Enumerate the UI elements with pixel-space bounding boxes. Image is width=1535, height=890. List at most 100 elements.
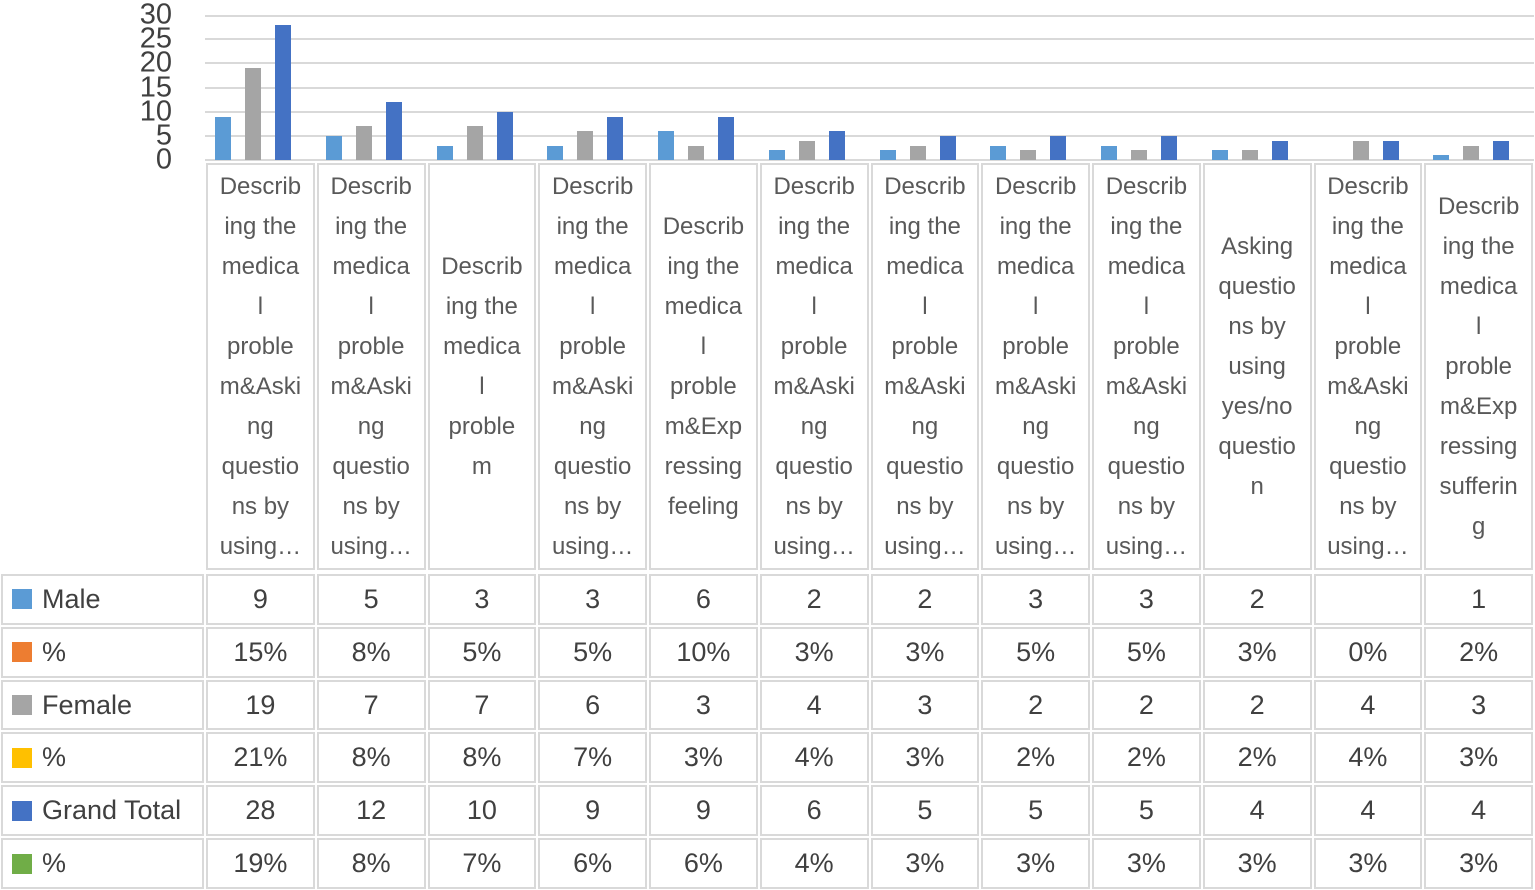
table-cell: 3% [1313,838,1423,889]
bar-grand-total [385,102,402,160]
table-cell: 3 [870,679,980,731]
table-cell: 7 [427,679,537,731]
legend-label: Male [42,583,101,614]
table-cell: 7% [427,838,537,889]
table-cell: 10% [649,626,758,678]
gridline [205,38,1534,41]
table-cell: 8% [316,838,426,889]
table-row: Grand Total 28 12 10 9 9 6 5 5 5 4 4 4 [0,784,1535,837]
category-label: Describ ing the medica l proble m&Aski n… [1313,163,1423,570]
category-label: Describ ing the medica l proble m&Aski n… [870,163,980,570]
bar-grand-total [718,116,734,160]
table-cell [1313,574,1423,625]
table-cell: 12 [316,785,426,837]
table-cell: 15% [206,626,315,678]
table-cell: 28 [206,785,315,837]
category-label: Describ ing the medica l proble m&Exp re… [649,163,758,570]
bar-group [1423,15,1534,160]
bar-female [798,140,815,160]
legend-cell: % [1,626,204,678]
table-cell: 3 [427,574,537,625]
legend-cell: % [1,838,204,889]
bar-group [870,15,981,160]
bar-female [1131,150,1147,160]
table-cell: 2 [1202,679,1312,731]
category-label: Describ ing the medica l proble m&Aski n… [759,163,869,570]
table-cell: 5% [427,626,537,678]
category-axis: Describ ing the medica l proble m&Aski n… [205,162,1534,571]
bar-group [205,15,316,160]
table-cell: 19 [206,679,315,731]
table-cell: 19% [206,838,315,889]
table-cell: 5% [538,626,647,678]
legend-swatch [12,800,32,821]
table-cell: 3% [1092,838,1201,889]
bar-female [466,126,483,160]
bar-group [1202,15,1313,160]
table-cell: 5% [981,626,1090,678]
y-axis-tick-label: 10 [139,95,172,128]
table-cell: 1 [1424,574,1533,625]
table-cell: 9 [538,785,647,837]
bar-group [427,15,538,160]
table-cell: 8% [427,732,537,784]
bar-female [1352,140,1369,160]
table-cell: 6% [649,838,758,889]
table-cell: 8% [316,732,426,784]
table-cell: 2% [1092,732,1201,784]
plot-area [205,15,1534,161]
table-cell: 4% [759,838,869,889]
table-cell: 6 [649,574,758,625]
y-axis-tick-label: 15 [139,71,172,103]
table-cell: 5% [1092,626,1201,678]
table-cell: 5 [870,785,980,837]
bar-grand-total [1271,140,1288,160]
gridline [205,159,1534,161]
table-cell: 3% [870,838,980,889]
table-cell: 2 [981,679,1090,731]
legend-cell: Female [1,679,204,731]
table-row: Female 19 7 7 6 3 4 3 2 2 2 4 3 [0,679,1535,732]
bar-male [436,145,453,160]
table-cell: 4 [1424,785,1533,837]
bar-male [990,145,1007,160]
bar-group [648,15,759,160]
table-cell: 2% [1202,732,1312,784]
legend-swatch [12,747,32,768]
gridline [205,15,1534,17]
table-cell: 5 [981,785,1090,837]
bar-male [1101,145,1117,160]
bar-male [768,150,785,160]
gridline [205,62,1534,65]
table-cell: 2 [1202,574,1312,625]
legend-label: Grand Total [42,795,182,826]
table-row: Male 9 5 3 3 6 2 2 3 3 2 1 [0,573,1535,626]
data-table: Male 9 5 3 3 6 2 2 3 3 2 1% 15% 8% 5% 5% 10% 3% 3% 5% 5% 3% 0%… [0,573,1535,890]
table-cell: 3% [870,732,980,784]
bar-female [909,145,926,160]
table-cell: 6 [538,679,647,731]
table-cell: 3 [649,679,758,731]
bar-male [547,145,564,160]
table-cell: 0% [1313,626,1423,678]
category-label: Asking questio ns by using yes/no questi… [1202,163,1312,570]
bar-grand-total [1382,140,1399,160]
table-row: % 21% 8% 8% 7% 3% 4% 3% 2% 2% 2% 4% 3% [0,731,1535,784]
bar-group [759,15,870,160]
bar-grand-total [496,111,513,160]
table-cell: 9 [206,574,315,625]
bar-female [1241,150,1258,160]
gridline [205,134,1534,137]
category-label: Describ ing the medica l proble m&Aski n… [538,163,647,570]
bar-female [245,68,261,160]
legend-swatch [12,642,32,663]
bar-male [325,135,342,160]
category-label: Describ ing the medica l proble m&Aski n… [206,163,315,570]
table-cell: 4% [1313,732,1423,784]
y-axis-tick-label: 5 [155,119,172,152]
table-cell: 2% [981,732,1090,784]
category-label: Describ ing the medica l proble m&Aski n… [981,163,1090,570]
y-axis-tick-label: 25 [139,22,172,55]
bar-male [1433,155,1450,160]
bar-male [1211,150,1228,160]
